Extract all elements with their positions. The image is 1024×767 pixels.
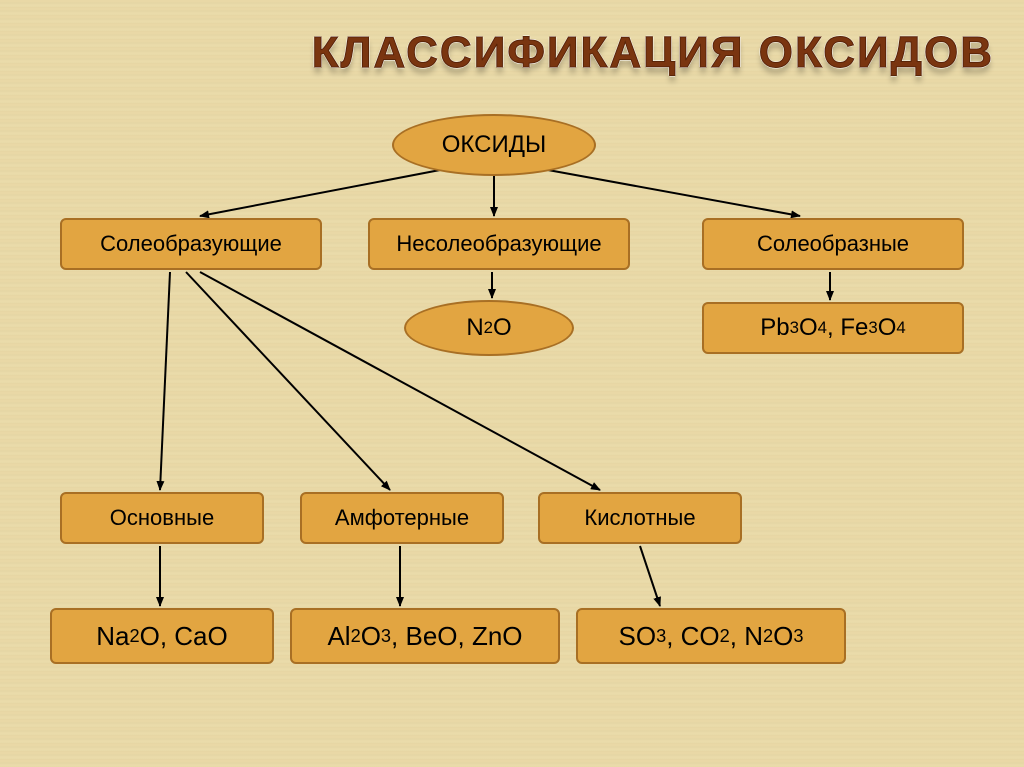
node-amph: Амфотерные [300, 492, 504, 544]
node-root: ОКСИДЫ [392, 114, 596, 176]
node-salt: Солеобразующие [60, 218, 322, 270]
node-n2o: N2O [404, 300, 574, 356]
node-amph_ex: Al2O3, BeO, ZnO [290, 608, 560, 664]
node-acid: Кислотные [538, 492, 742, 544]
node-basic_ex: Na2O, CaO [50, 608, 274, 664]
node-pbfe: Pb3O4, Fe3O4 [702, 302, 964, 354]
page-title: КЛАССИФИКАЦИЯ ОКСИДОВ [312, 28, 994, 78]
node-nonsalt: Несолеобразующие [368, 218, 630, 270]
edge-2 [548, 170, 800, 216]
edge-6 [186, 272, 390, 490]
node-basic: Основные [60, 492, 264, 544]
node-saltlike: Солеобразные [702, 218, 964, 270]
edge-10 [640, 546, 660, 606]
edge-5 [160, 272, 170, 490]
edge-0 [200, 170, 440, 216]
node-acid_ex: SO3, CO2, N2O3 [576, 608, 846, 664]
